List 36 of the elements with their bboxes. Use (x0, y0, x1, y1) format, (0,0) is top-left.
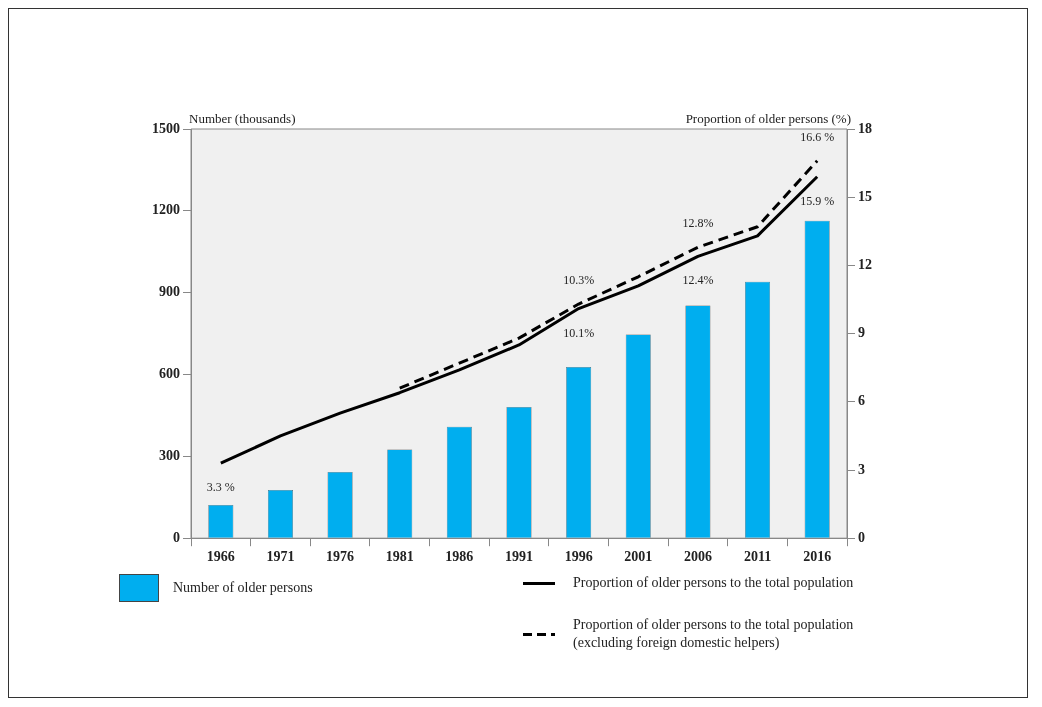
data-label: 12.4% (682, 273, 714, 288)
x-tick-label: 1971 (266, 549, 295, 565)
y2-tick-label: 18 (858, 120, 872, 136)
legend-label: Proportion of older persons to the total population (573, 574, 854, 592)
y-axis-title: Number (thousands) (189, 111, 296, 126)
data-label: 10.3% (563, 273, 595, 288)
x-tick-label: 2011 (743, 549, 772, 565)
data-label: 12.8% (682, 216, 714, 231)
data-label: 3.3 % (206, 480, 235, 495)
x-tick-label: 1966 (206, 549, 235, 565)
y2-tick-label: 0 (858, 529, 865, 545)
y2-tick-label: 12 (858, 257, 872, 273)
x-tick-label: 2016 (803, 549, 832, 565)
x-tick-label: 1981 (385, 549, 414, 565)
x-tick-label: 2001 (624, 549, 653, 565)
x-tick-label: 1991 (505, 549, 533, 565)
y-tick-label: 0 (173, 529, 180, 545)
y2-axis-title: Proportion of older persons (%) (685, 111, 851, 126)
data-label: 10.1% (563, 325, 595, 340)
x-tick-label: 2006 (683, 549, 712, 565)
y-tick-label: 900 (159, 284, 180, 300)
legend-label: Proportion of older persons to the total population (excluding foreign domestic helpers) (573, 616, 855, 652)
x-tick-label: 1976 (326, 549, 355, 565)
y-tick-label: 1200 (152, 202, 180, 218)
x-tick-label: 1996 (564, 549, 593, 565)
y-tick-label: 600 (159, 366, 180, 382)
y2-tick-label: 9 (858, 325, 865, 341)
legend-label: Number of older persons (173, 579, 313, 597)
y-tick-label: 1500 (152, 120, 180, 136)
y2-tick-label: 15 (858, 188, 872, 204)
y2-tick-label: 3 (858, 461, 865, 477)
y2-tick-label: 6 (858, 393, 865, 409)
y-tick-label: 300 (159, 447, 180, 463)
data-label: 16.6 % (800, 129, 835, 144)
data-label: 15.9 % (800, 193, 835, 208)
x-tick-label: 1986 (445, 549, 474, 565)
